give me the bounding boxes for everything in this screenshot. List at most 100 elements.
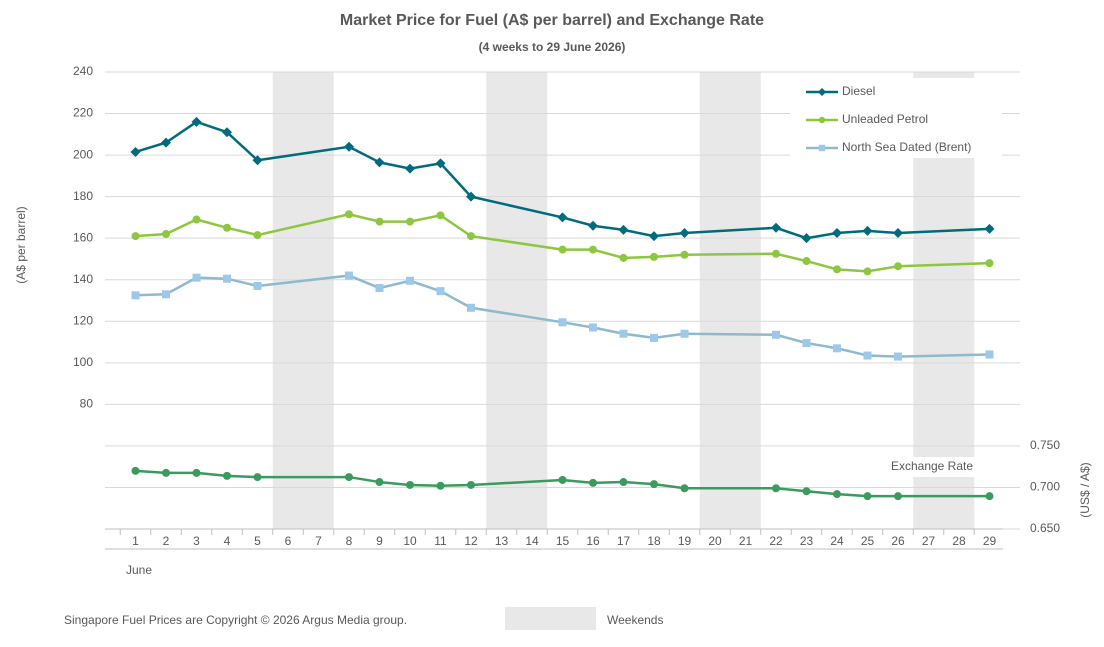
x-tick-label: 21 bbox=[739, 534, 753, 548]
x-tick-label: 22 bbox=[769, 534, 783, 548]
marker bbox=[589, 245, 597, 254]
x-tick-label: 2 bbox=[163, 534, 170, 548]
marker bbox=[345, 473, 353, 482]
x-tick-label: 16 bbox=[586, 534, 600, 548]
marker bbox=[863, 351, 872, 360]
marker bbox=[679, 227, 690, 238]
marker bbox=[588, 220, 598, 231]
y-axis-label: (A$ per barrel) bbox=[14, 206, 28, 283]
y-tick-label: 80 bbox=[80, 397, 94, 411]
marker bbox=[772, 484, 780, 493]
weekend-band bbox=[486, 72, 548, 529]
marker bbox=[436, 287, 445, 296]
y2-tick-label: 0.650 bbox=[1030, 521, 1060, 535]
x-tick-label: 9 bbox=[376, 534, 383, 548]
marker bbox=[192, 273, 201, 282]
marker bbox=[985, 259, 994, 268]
marker bbox=[802, 339, 811, 348]
marker bbox=[162, 230, 170, 239]
marker bbox=[589, 478, 597, 487]
marker bbox=[771, 222, 781, 233]
marker bbox=[680, 484, 689, 493]
x-tick-label: 12 bbox=[464, 534, 478, 548]
marker bbox=[162, 468, 170, 477]
marker bbox=[192, 468, 201, 477]
marker bbox=[131, 291, 140, 300]
x-tick-label: 23 bbox=[800, 534, 814, 548]
y2-axis-label: (US$ / A$) bbox=[1078, 462, 1092, 517]
marker bbox=[680, 250, 689, 259]
marker bbox=[680, 329, 689, 338]
marker bbox=[618, 224, 629, 235]
legend-label: North Sea Dated (Brent) bbox=[842, 140, 971, 154]
legend-marker bbox=[818, 144, 826, 152]
marker bbox=[801, 233, 812, 244]
series-label-bg bbox=[885, 457, 977, 477]
marker bbox=[375, 217, 384, 226]
marker bbox=[223, 274, 231, 283]
marker bbox=[131, 466, 140, 475]
x-tick-label: 20 bbox=[708, 534, 722, 548]
y-tick-label: 140 bbox=[73, 272, 93, 286]
x-tick-label: 26 bbox=[891, 534, 905, 548]
x-tick-label: 19 bbox=[678, 534, 692, 548]
x-tick-label: 4 bbox=[224, 534, 231, 548]
legend-marker bbox=[818, 116, 826, 124]
marker bbox=[862, 225, 873, 236]
marker bbox=[436, 481, 445, 490]
x-tick-label: 6 bbox=[285, 534, 292, 548]
marker bbox=[467, 232, 475, 241]
y2-tick-label: 0.750 bbox=[1030, 438, 1060, 452]
footnote: Singapore Fuel Prices are Copyright © 20… bbox=[64, 613, 407, 627]
marker bbox=[619, 478, 628, 487]
marker bbox=[131, 232, 140, 241]
x-tick-label: 29 bbox=[983, 534, 997, 548]
x-tick-label: 18 bbox=[647, 534, 661, 548]
x-tick-label: 24 bbox=[830, 534, 844, 548]
shade-legend: Weekends bbox=[505, 607, 663, 630]
y-tick-label: 120 bbox=[73, 313, 93, 327]
marker bbox=[558, 475, 567, 484]
marker bbox=[558, 245, 567, 254]
y-tick-label: 180 bbox=[73, 189, 93, 203]
marker bbox=[863, 492, 872, 501]
marker bbox=[466, 191, 476, 202]
marker bbox=[191, 116, 202, 127]
x-tick-label: 13 bbox=[495, 534, 509, 548]
marker bbox=[619, 253, 628, 262]
marker bbox=[650, 480, 658, 489]
marker bbox=[802, 487, 811, 496]
marker bbox=[467, 480, 475, 489]
marker bbox=[557, 212, 568, 223]
marker bbox=[833, 265, 841, 274]
marker bbox=[375, 478, 384, 487]
marker bbox=[161, 137, 171, 148]
marker bbox=[253, 281, 262, 290]
marker bbox=[893, 227, 903, 238]
marker bbox=[345, 210, 353, 219]
chart-title: Market Price for Fuel (A$ per barrel) an… bbox=[340, 12, 764, 29]
marker bbox=[985, 350, 994, 359]
y-tick-label: 220 bbox=[73, 106, 93, 120]
marker bbox=[984, 223, 995, 234]
y-tick-label: 200 bbox=[73, 147, 93, 161]
marker bbox=[252, 155, 263, 166]
y-tick-label: 100 bbox=[73, 355, 93, 369]
marker bbox=[772, 330, 780, 339]
marker bbox=[344, 141, 354, 152]
marker bbox=[832, 227, 842, 238]
marker bbox=[894, 492, 902, 501]
marker bbox=[253, 473, 262, 482]
marker bbox=[894, 352, 902, 361]
x-tick-label: 28 bbox=[952, 534, 966, 548]
series-label: Exchange Rate bbox=[891, 459, 973, 473]
legend: Diesel Unleaded Petrol North Sea Dated (Br… bbox=[790, 78, 1002, 158]
marker bbox=[406, 217, 414, 226]
marker bbox=[467, 303, 475, 312]
marker bbox=[435, 158, 446, 169]
legend-label: Diesel bbox=[842, 84, 875, 98]
weekend-band bbox=[272, 72, 334, 529]
marker bbox=[833, 490, 841, 499]
y-tick-label: 160 bbox=[73, 230, 93, 244]
y2-tick-label: 0.700 bbox=[1030, 480, 1060, 494]
